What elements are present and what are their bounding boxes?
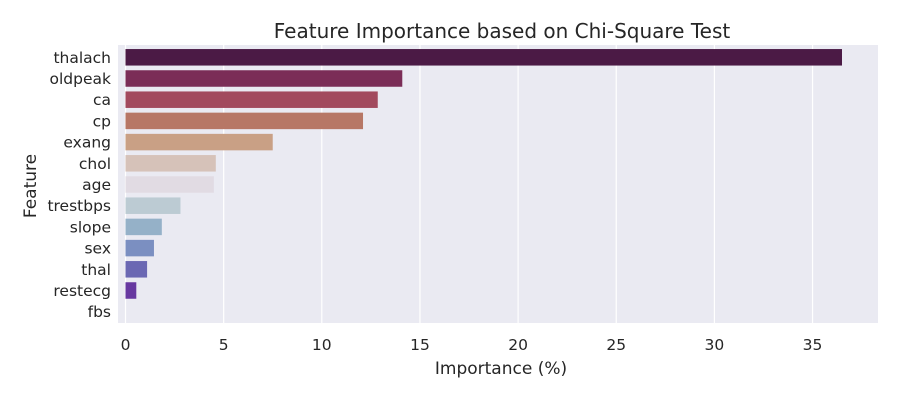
- bar-restecg: [125, 282, 137, 299]
- x-tick-label: 10: [312, 336, 332, 354]
- y-tick-label-cp: cp: [93, 112, 111, 130]
- bar-thal: [125, 261, 148, 278]
- x-tick-label: 35: [803, 336, 823, 354]
- y-tick-label-ca: ca: [93, 91, 111, 109]
- x-tick-labels: 0 5 10 15 20 25 30 35: [121, 336, 823, 354]
- bar-cp: [125, 112, 364, 130]
- bars: [125, 49, 842, 299]
- y-tick-label-thalach: thalach: [53, 49, 111, 67]
- y-tick-label-exang: exang: [63, 134, 111, 152]
- plot-area: [118, 45, 878, 323]
- bar-slope: [125, 218, 162, 236]
- x-tick-label: 5: [219, 336, 229, 354]
- bar-exang: [125, 133, 273, 151]
- bar-thalach: [125, 49, 842, 66]
- x-tick-label: 25: [606, 336, 626, 354]
- y-axis-label: Feature: [21, 154, 41, 218]
- y-tick-labels: thalach oldpeak ca cp exang chol age trestbps sl…: [47, 49, 111, 321]
- y-tick-label-fbs: fbs: [88, 303, 111, 321]
- y-tick-label-age: age: [82, 176, 111, 194]
- bar-trestbps: [125, 197, 181, 214]
- y-tick-label-restecg: restecg: [53, 282, 111, 300]
- grid-lines: [124, 45, 814, 323]
- y-tick-label-chol: chol: [79, 155, 111, 173]
- bar-ca: [125, 91, 378, 108]
- x-axis-label: Importance (%): [435, 359, 567, 379]
- bar-age: [125, 176, 214, 193]
- y-tick-label-oldpeak: oldpeak: [50, 70, 112, 88]
- x-tick-label: 20: [508, 336, 528, 354]
- bar-chol: [125, 155, 216, 172]
- y-tick-label-sex: sex: [84, 240, 111, 258]
- x-tick-label: 15: [410, 336, 430, 354]
- chart-title: Feature Importance based on Chi-Square T…: [274, 19, 731, 43]
- y-tick-label-thal: thal: [81, 261, 111, 279]
- bar-sex: [125, 239, 154, 257]
- bar-oldpeak: [125, 70, 403, 87]
- x-tick-label: 30: [705, 336, 725, 354]
- y-tick-label-trestbps: trestbps: [47, 197, 111, 215]
- x-tick-label: 0: [121, 336, 131, 354]
- y-tick-label-slope: slope: [70, 218, 111, 236]
